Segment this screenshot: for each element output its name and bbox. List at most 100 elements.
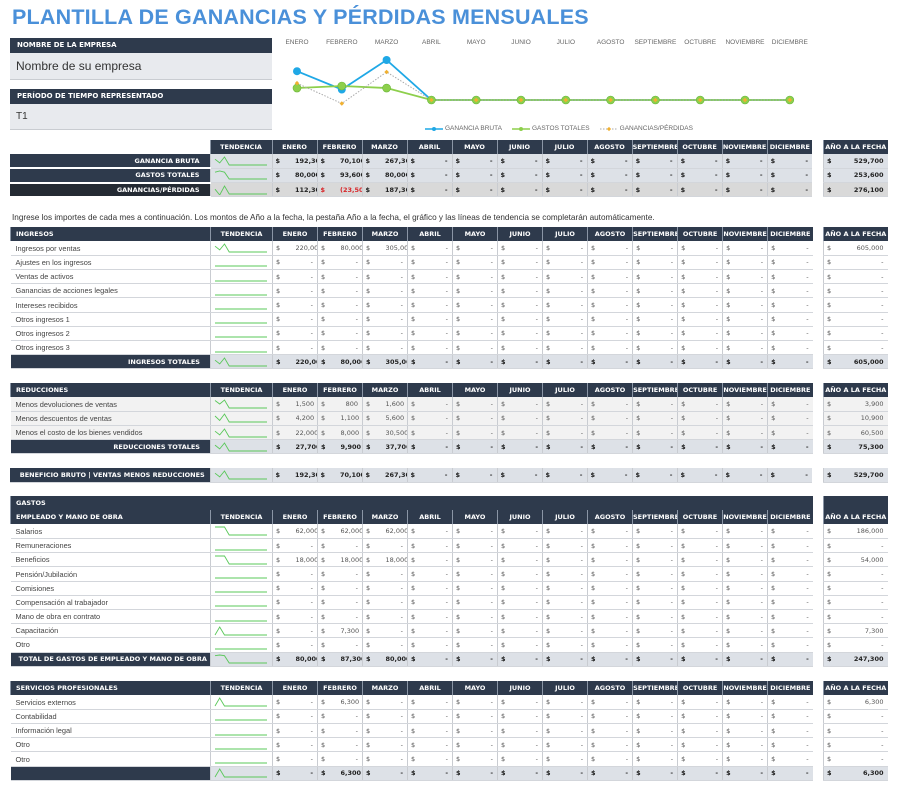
month-value[interactable]: - (475, 709, 498, 725)
month-value[interactable]: - (340, 723, 363, 739)
month-value[interactable]: - (790, 154, 813, 169)
month-value[interactable]: - (565, 312, 588, 327)
month-value[interactable]: - (430, 737, 453, 753)
month-value[interactable]: - (520, 538, 543, 554)
month-value[interactable]: - (700, 255, 723, 271)
month-value[interactable]: - (475, 637, 498, 653)
month-value[interactable]: - (295, 723, 318, 739)
month-value[interactable]: - (295, 609, 318, 625)
month-value[interactable]: - (430, 723, 453, 739)
month-value[interactable]: - (790, 297, 813, 313)
month-value[interactable]: 192,300 (295, 468, 317, 483)
month-value[interactable]: - (610, 297, 633, 313)
month-value[interactable]: - (430, 581, 453, 596)
month-value[interactable]: - (520, 425, 543, 441)
month-value[interactable]: - (385, 766, 408, 781)
month-value[interactable]: 80,000 (385, 168, 408, 184)
month-value[interactable]: - (745, 737, 768, 753)
month-value[interactable]: - (790, 439, 813, 455)
month-value[interactable]: 305,000 (385, 354, 408, 370)
month-value[interactable]: - (475, 723, 498, 739)
month-value[interactable]: - (475, 595, 498, 611)
month-value[interactable]: - (700, 737, 723, 753)
month-value[interactable]: - (610, 737, 633, 753)
month-value[interactable]: - (565, 695, 588, 710)
month-value[interactable]: 18,000 (340, 552, 363, 568)
month-value[interactable]: - (745, 751, 768, 767)
month-value[interactable]: - (700, 723, 723, 739)
month-value[interactable]: - (745, 468, 767, 483)
month-value[interactable]: - (430, 766, 453, 781)
month-value[interactable]: - (385, 269, 408, 285)
month-value[interactable]: - (520, 751, 543, 767)
month-value[interactable]: - (295, 581, 318, 596)
month-value[interactable]: - (520, 637, 543, 653)
month-value[interactable]: 267,300 (385, 154, 408, 169)
month-value[interactable]: - (295, 538, 318, 554)
month-value[interactable]: - (475, 695, 498, 710)
company-name-field[interactable]: Nombre de su empresa (10, 53, 272, 80)
month-value[interactable]: - (385, 709, 408, 725)
month-value[interactable]: - (565, 581, 588, 596)
month-value[interactable]: - (475, 468, 497, 483)
month-value[interactable]: 30,500 (385, 425, 408, 441)
month-value[interactable]: - (385, 595, 408, 611)
month-value[interactable]: - (295, 312, 318, 327)
month-value[interactable]: - (295, 255, 318, 271)
month-value[interactable]: - (790, 609, 813, 625)
month-value[interactable]: - (475, 737, 498, 753)
month-value[interactable]: - (745, 255, 768, 271)
month-value[interactable]: - (385, 255, 408, 271)
month-value[interactable]: - (790, 269, 813, 285)
month-value[interactable]: - (430, 595, 453, 611)
month-value[interactable]: - (700, 326, 723, 342)
month-value[interactable]: - (655, 737, 678, 753)
month-value[interactable]: - (340, 312, 363, 327)
month-value[interactable]: - (610, 241, 633, 256)
month-value[interactable]: - (790, 340, 813, 356)
month-value[interactable]: - (385, 723, 408, 739)
month-value[interactable]: - (565, 326, 588, 342)
month-value[interactable]: - (610, 439, 633, 455)
month-value[interactable]: - (520, 241, 543, 256)
month-value[interactable]: - (340, 283, 363, 299)
month-value[interactable]: - (655, 182, 678, 198)
month-value[interactable]: - (655, 411, 678, 427)
month-value[interactable]: - (520, 623, 543, 639)
month-value[interactable]: - (520, 723, 543, 739)
month-value[interactable]: - (520, 595, 543, 611)
month-value[interactable]: - (610, 552, 633, 568)
month-value[interactable]: - (475, 766, 498, 781)
month-value[interactable]: - (430, 326, 453, 342)
month-value[interactable]: - (520, 411, 543, 427)
month-value[interactable]: - (385, 695, 408, 710)
month-value[interactable]: - (385, 609, 408, 625)
month-value[interactable]: - (700, 695, 723, 710)
month-value[interactable]: 1,500 (295, 397, 318, 412)
month-value[interactable]: - (700, 425, 723, 441)
month-value[interactable]: - (520, 255, 543, 271)
month-value[interactable]: - (385, 637, 408, 653)
month-value[interactable]: - (295, 637, 318, 653)
month-value[interactable]: - (385, 340, 408, 356)
month-value[interactable]: - (610, 255, 633, 271)
month-value[interactable]: - (700, 354, 723, 370)
month-value[interactable]: - (790, 397, 813, 412)
month-value[interactable]: - (565, 737, 588, 753)
month-value[interactable]: - (475, 340, 498, 356)
month-value[interactable]: 18,000 (385, 552, 408, 568)
month-value[interactable]: 1,100 (340, 411, 363, 427)
month-value[interactable]: - (790, 581, 813, 596)
month-value[interactable]: - (475, 283, 498, 299)
month-value[interactable]: - (475, 312, 498, 327)
month-value[interactable]: - (655, 354, 678, 370)
month-value[interactable]: - (430, 411, 453, 427)
month-value[interactable]: - (565, 340, 588, 356)
month-value[interactable]: - (610, 182, 633, 198)
month-value[interactable]: - (385, 283, 408, 299)
month-value[interactable]: - (745, 241, 768, 256)
month-value[interactable]: - (340, 269, 363, 285)
month-value[interactable]: - (385, 312, 408, 327)
month-value[interactable]: 70,100 (340, 154, 363, 169)
month-value[interactable]: - (745, 168, 768, 184)
